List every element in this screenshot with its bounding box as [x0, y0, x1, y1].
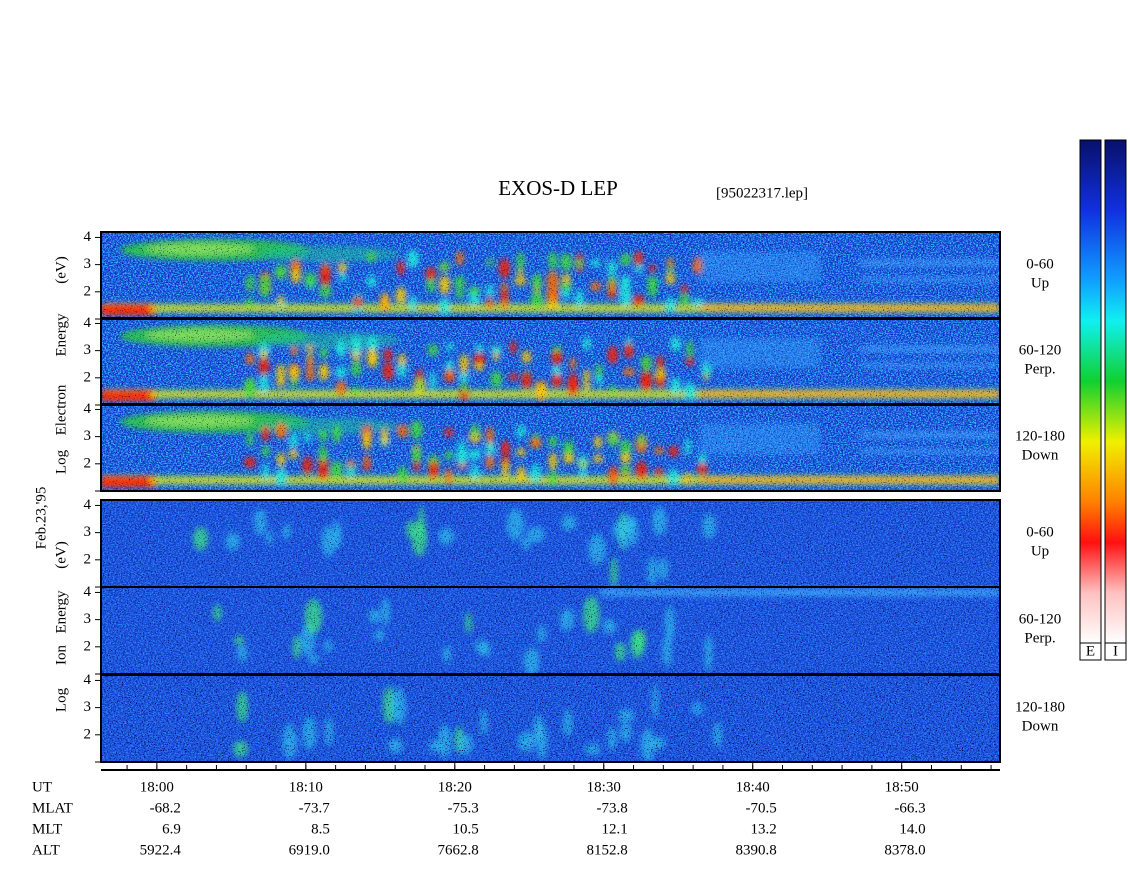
- specks: [101, 318, 1000, 405]
- pitch-angle: 0-60: [1026, 524, 1054, 540]
- row-label: ALT: [32, 842, 60, 858]
- pitch-angle: 120-180: [1015, 428, 1065, 444]
- color-bar-label: I: [1113, 643, 1118, 659]
- electron-axis-word: (eV): [53, 256, 69, 283]
- pitch-direction: Up: [1031, 275, 1049, 291]
- orbit-value: -75.3: [448, 800, 479, 816]
- orbit-value: 6.9: [162, 821, 181, 837]
- pitch-direction: Down: [1022, 718, 1059, 734]
- y-tick-label: 4: [84, 401, 92, 417]
- orbit-value: 8390.8: [735, 842, 776, 858]
- orbit-value: -66.3: [894, 800, 925, 816]
- y-tick-label: 4: [84, 672, 92, 688]
- panel-frame: [100, 674, 1001, 763]
- title: EXOS-D LEP: [498, 176, 618, 200]
- y-tick-label: 4: [84, 229, 92, 245]
- specks: [101, 675, 1000, 762]
- x-tick-label: 18:30: [587, 779, 621, 795]
- color-bar: [1079, 139, 1102, 644]
- orbit-value: -68.2: [150, 800, 181, 816]
- orbit-value: -73.7: [299, 800, 331, 816]
- orbit-value: -70.5: [745, 800, 776, 816]
- spectrogram: [101, 232, 1000, 762]
- y-tick-label: 4: [84, 584, 92, 600]
- y-tick-label: 4: [84, 497, 92, 513]
- y-tick-label: 2: [84, 369, 92, 385]
- y-tick-label: 2: [84, 638, 92, 654]
- orbit-value: -73.8: [597, 800, 628, 816]
- y-tick-label: 3: [84, 428, 92, 444]
- row-label: UT: [32, 779, 52, 795]
- y-tick-label: 3: [84, 611, 92, 627]
- pitch-angle: 0-60: [1026, 256, 1054, 272]
- pitch-angle: 120-180: [1015, 699, 1065, 715]
- pitch-direction: Down: [1022, 447, 1059, 463]
- x-tick-label: 18:00: [140, 779, 174, 795]
- y-tick-label: 2: [84, 726, 92, 742]
- y-tick-label: 3: [84, 342, 92, 358]
- ion-axis-word: (eV): [53, 541, 69, 568]
- orbit-value: 8152.8: [587, 842, 628, 858]
- color-bar-label: E: [1086, 643, 1095, 659]
- orbit-value: 14.0: [899, 821, 925, 837]
- electron-axis-word: Energy: [53, 313, 69, 357]
- date-label: Feb.23,'95: [33, 487, 49, 550]
- ion-axis-word: Energy: [53, 590, 69, 634]
- orbit-value: 12.1: [602, 821, 628, 837]
- specks: [101, 232, 1000, 319]
- pitch-angle: 60-120: [1019, 611, 1062, 627]
- x-tick-label: 18:40: [736, 779, 770, 795]
- panel-frame: [100, 403, 1001, 492]
- axes: 2 3 4 0-60 Up 2 3 4 60-120 Perp. 2 3 4 120-180 Down 2 3 4…: [32, 139, 1127, 858]
- y-tick-label: 2: [84, 283, 92, 299]
- color-bar: [1104, 139, 1127, 644]
- orbit-value: 6919.0: [289, 842, 330, 858]
- specks: [101, 404, 1000, 491]
- row-label: MLAT: [32, 800, 73, 816]
- pitch-direction: Up: [1031, 543, 1049, 559]
- y-tick-label: 2: [84, 455, 92, 471]
- color-bar-box: [1079, 642, 1102, 661]
- orbit-value: 13.2: [750, 821, 776, 837]
- pitch-direction: Perp.: [1024, 630, 1055, 646]
- x-tick-label: 18:20: [438, 779, 472, 795]
- specks: [101, 587, 1000, 674]
- orbit-value: 8378.0: [884, 842, 925, 858]
- pitch-angle: 60-120: [1019, 342, 1062, 358]
- y-tick-label: 3: [84, 256, 92, 272]
- x-tick-label: 18:50: [885, 779, 919, 795]
- color-bar-box: [1104, 642, 1127, 661]
- file-label: [95022317.lep]: [716, 185, 808, 201]
- x-tick-label: 18:10: [289, 779, 323, 795]
- y-tick-label: 3: [84, 524, 92, 540]
- orbit-value: 5922.4: [140, 842, 182, 858]
- orbit-value: 10.5: [453, 821, 479, 837]
- electron-axis-word: Electron: [53, 384, 69, 435]
- ion-axis-word: Ion: [53, 645, 69, 665]
- pitch-direction: Perp.: [1024, 361, 1055, 377]
- y-tick-label: 4: [84, 315, 92, 331]
- y-tick-label: 3: [84, 699, 92, 715]
- orbit-value: 7662.8: [438, 842, 479, 858]
- electron-axis-word: Log: [53, 449, 69, 474]
- y-tick-label: 2: [84, 551, 92, 567]
- orbit-value: 8.5: [311, 821, 330, 837]
- ion-axis-word: Log: [53, 687, 69, 712]
- specks: [101, 500, 1000, 587]
- row-label: MLT: [32, 821, 62, 837]
